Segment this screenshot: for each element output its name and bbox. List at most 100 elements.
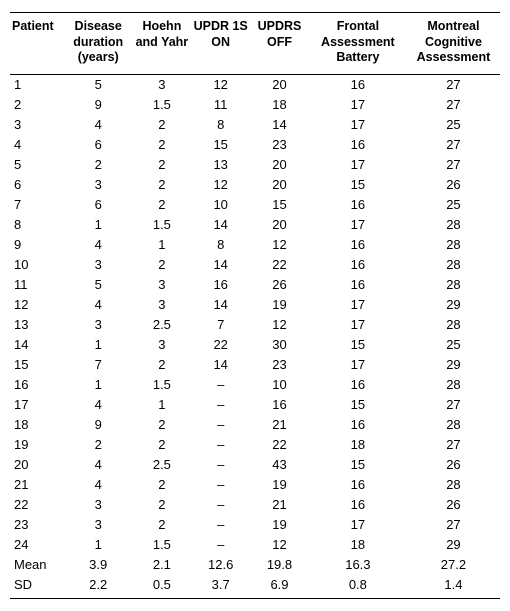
table-cell: 3.9 <box>64 555 133 575</box>
table-cell: 19 <box>10 435 64 455</box>
table-cell: 1.4 <box>407 575 500 599</box>
table-cell: – <box>191 515 250 535</box>
table-row: 63212201526 <box>10 175 500 195</box>
table-cell: 4 <box>64 455 133 475</box>
table-cell: 20 <box>250 74 309 95</box>
table-cell: 3 <box>132 295 191 315</box>
table-cell: 21 <box>250 415 309 435</box>
table-cell: 27 <box>407 395 500 415</box>
table-cell: 1.5 <box>132 95 191 115</box>
table-cell: 28 <box>407 255 500 275</box>
table-cell: 12 <box>250 535 309 555</box>
table-cell: 16 <box>191 275 250 295</box>
table-cell: 0.8 <box>309 575 407 599</box>
table-row: 2042.5–431526 <box>10 455 500 475</box>
table-cell: 19 <box>250 515 309 535</box>
table-cell: 15 <box>191 135 250 155</box>
table-cell: 2 <box>132 415 191 435</box>
table-cell: 16 <box>309 135 407 155</box>
table-cell: 20 <box>10 455 64 475</box>
table-cell: 27 <box>407 135 500 155</box>
table-cell: 1 <box>64 335 133 355</box>
table-cell: 10 <box>191 195 250 215</box>
table-cell: 12 <box>10 295 64 315</box>
table-cell: 25 <box>407 335 500 355</box>
table-cell: 2 <box>132 255 191 275</box>
table-cell: 20 <box>250 175 309 195</box>
table-cell: 18 <box>250 95 309 115</box>
table-cell: 2 <box>132 175 191 195</box>
table-cell: 2.1 <box>132 555 191 575</box>
table-cell: 19 <box>250 475 309 495</box>
table-cell: 6 <box>10 175 64 195</box>
col-header-patient: Patient <box>10 13 64 75</box>
table-cell: 6 <box>64 135 133 155</box>
table-cell: 4 <box>64 115 133 135</box>
table-cell: 2.5 <box>132 315 191 335</box>
table-cell: 3 <box>132 275 191 295</box>
table-cell: 1.5 <box>132 375 191 395</box>
table-cell: 10 <box>10 255 64 275</box>
table-cell: 23 <box>10 515 64 535</box>
table-cell: 4 <box>64 235 133 255</box>
table-cell: 16 <box>309 235 407 255</box>
table-cell: 28 <box>407 215 500 235</box>
table-cell: 16 <box>250 395 309 415</box>
table-cell: 18 <box>309 435 407 455</box>
table-row: 103214221628 <box>10 255 500 275</box>
table-cell: 14 <box>191 355 250 375</box>
table-cell: 28 <box>407 475 500 495</box>
table-cell: 9 <box>64 95 133 115</box>
table-cell: 2 <box>132 135 191 155</box>
table-row: 1922–221827 <box>10 435 500 455</box>
table-row: 2232–211626 <box>10 495 500 515</box>
table-cell: 14 <box>191 295 250 315</box>
table-cell: 27 <box>407 435 500 455</box>
table-cell: 2 <box>132 195 191 215</box>
table-cell: 17 <box>309 115 407 135</box>
table-cell: 43 <box>250 455 309 475</box>
table-cell: 15 <box>309 335 407 355</box>
table-cell: 19.8 <box>250 555 309 575</box>
table-cell: 17 <box>309 355 407 375</box>
table-cell: Mean <box>10 555 64 575</box>
table-cell: 2 <box>10 95 64 115</box>
table-cell: 6 <box>64 195 133 215</box>
table-cell: 14 <box>250 115 309 135</box>
table-cell: 17 <box>309 215 407 235</box>
table-cell: – <box>191 375 250 395</box>
table-cell: 17 <box>309 515 407 535</box>
table-cell: 23 <box>250 135 309 155</box>
table-row: 1332.57121728 <box>10 315 500 335</box>
table-cell: 15 <box>250 195 309 215</box>
table-cell: 15 <box>10 355 64 375</box>
table-cell: 13 <box>10 315 64 335</box>
table-cell: 5 <box>64 275 133 295</box>
table-cell: – <box>191 495 250 515</box>
table-row: 115316261628 <box>10 275 500 295</box>
table-row: 46215231627 <box>10 135 500 155</box>
table-cell: 3 <box>64 315 133 335</box>
table-cell: 10 <box>250 375 309 395</box>
table-cell: 26 <box>407 455 500 475</box>
table-cell: 17 <box>309 315 407 335</box>
col-header-hy: Hoehn and Yahr <box>132 13 191 75</box>
table-row: 157214231729 <box>10 355 500 375</box>
table-cell: 22 <box>191 335 250 355</box>
table-cell: 1.5 <box>132 215 191 235</box>
table-cell: 2 <box>132 475 191 495</box>
table-cell: 28 <box>407 415 500 435</box>
table-cell: 27 <box>407 515 500 535</box>
table-cell: 16 <box>309 255 407 275</box>
table-row: 2332–191727 <box>10 515 500 535</box>
table-cell: 1 <box>64 535 133 555</box>
table-cell: 3 <box>64 495 133 515</box>
table-cell: 16 <box>309 275 407 295</box>
table-cell: 27 <box>407 95 500 115</box>
table-cell: 12 <box>191 175 250 195</box>
table-cell: 16 <box>309 195 407 215</box>
table-cell: 5 <box>10 155 64 175</box>
patient-clinical-table: Patient Disease duration (years) Hoehn a… <box>10 12 500 599</box>
table-cell: 29 <box>407 535 500 555</box>
table-cell: 11 <box>191 95 250 115</box>
